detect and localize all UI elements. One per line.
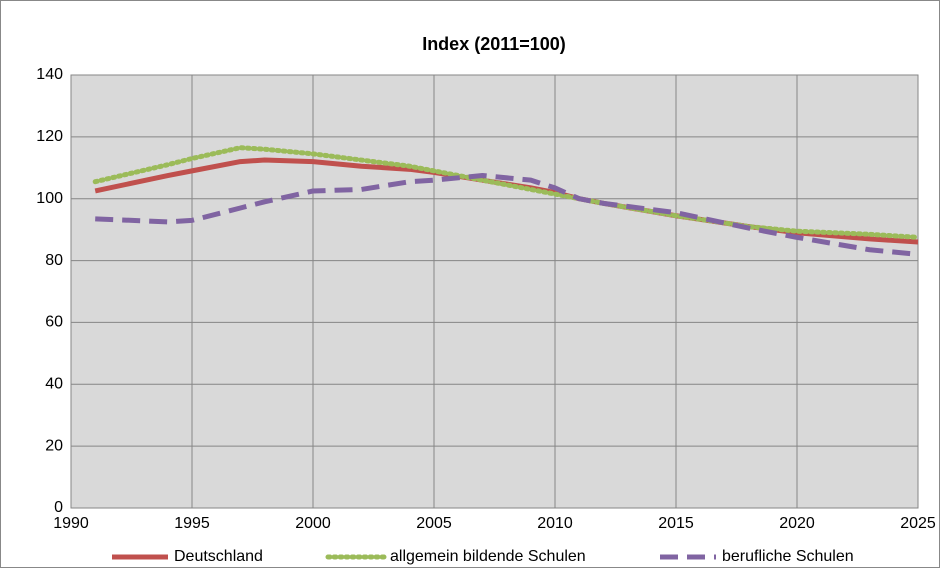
x-tick-label: 2000 <box>295 515 331 532</box>
x-tick-label: 2020 <box>779 515 815 532</box>
x-tick-label: 1990 <box>53 515 89 532</box>
series-line <box>95 173 919 257</box>
chart-title: Index (2011=100) <box>422 34 566 54</box>
plot-area <box>70 74 919 509</box>
legend-label: Deutschland <box>174 548 263 565</box>
x-tick-label: 2005 <box>416 515 452 532</box>
x-tick-label: 2015 <box>658 515 694 532</box>
x-tick-label: 2025 <box>900 515 936 532</box>
y-tick-label: 140 <box>36 66 63 83</box>
y-tick-label: 80 <box>45 252 63 269</box>
y-tick-label: 0 <box>54 499 63 516</box>
y-tick-label: 20 <box>45 437 63 454</box>
x-tick-label: 1995 <box>174 515 210 532</box>
legend-label: berufliche Schulen <box>722 548 854 565</box>
y-tick-label: 120 <box>36 128 63 145</box>
y-tick-label: 60 <box>45 314 63 331</box>
y-tick-label: 40 <box>45 376 63 393</box>
x-tick-label: 2010 <box>537 515 573 532</box>
y-tick-label: 100 <box>36 190 63 207</box>
legend-label: allgemein bildende Schulen <box>390 548 586 565</box>
